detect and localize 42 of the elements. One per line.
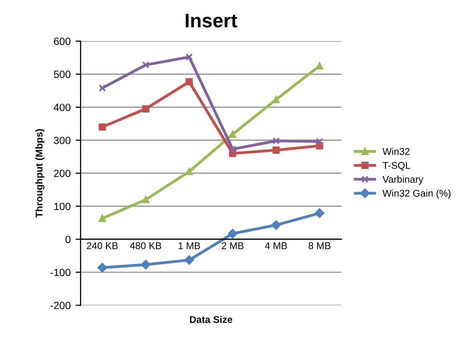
point	[142, 196, 150, 204]
point	[272, 137, 280, 144]
point	[271, 220, 281, 230]
x-tick-label: 4 MB	[264, 242, 287, 250]
point	[184, 255, 194, 265]
y-tick-label: 500	[54, 70, 70, 78]
x-tick-label: 2 MB	[222, 242, 244, 250]
y-axis-title: Throughput (Mbps)	[35, 129, 44, 218]
legend-label: Win32 Gain (%)	[382, 190, 450, 199]
point	[228, 228, 238, 238]
y-tick-label: 0	[65, 236, 70, 244]
legend-label: T-SQL	[382, 162, 410, 171]
y-tick-label: -200	[50, 302, 70, 310]
point	[98, 84, 106, 92]
point	[229, 130, 236, 138]
y-tick-label: 600	[54, 38, 70, 46]
y-tick-label: 200	[54, 170, 70, 178]
x-axis-title: Data Size	[190, 316, 232, 323]
point	[229, 146, 236, 153]
y-tick-label: 100	[54, 202, 70, 210]
point	[98, 214, 106, 222]
point	[314, 208, 324, 218]
x-tick-label: 480 KB	[130, 242, 162, 250]
y-tick-label: 300	[54, 136, 70, 144]
y-tick-label: 400	[54, 104, 70, 112]
point	[98, 123, 106, 131]
legend-label: Win32	[382, 148, 410, 155]
point	[186, 168, 193, 176]
legend-label: Varbinary	[382, 176, 424, 185]
point	[186, 78, 193, 86]
point	[140, 260, 151, 270]
x-tick-label: 1 MB	[178, 242, 200, 250]
point	[142, 105, 150, 112]
point	[316, 138, 324, 146]
point	[272, 146, 280, 154]
point	[186, 53, 193, 61]
x-tick-label: 8 MB	[308, 242, 330, 250]
point	[142, 61, 150, 69]
x-tick-label: 240 KB	[86, 242, 118, 250]
chart-title: Insert	[186, 14, 238, 28]
y-tick-label: -100	[50, 268, 70, 276]
point	[98, 262, 108, 272]
